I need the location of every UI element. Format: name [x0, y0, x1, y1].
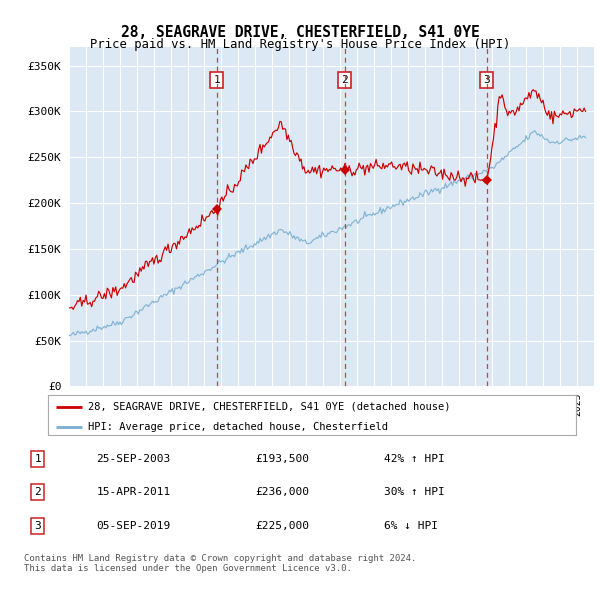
Text: 1: 1: [214, 75, 220, 85]
Text: 42% ↑ HPI: 42% ↑ HPI: [384, 454, 445, 464]
Text: 6% ↓ HPI: 6% ↓ HPI: [384, 520, 438, 530]
Text: Contains HM Land Registry data © Crown copyright and database right 2024.
This d: Contains HM Land Registry data © Crown c…: [24, 554, 416, 573]
Text: £236,000: £236,000: [256, 487, 310, 497]
Text: HPI: Average price, detached house, Chesterfield: HPI: Average price, detached house, Ches…: [88, 422, 388, 432]
Text: 1: 1: [35, 454, 41, 464]
Text: Price paid vs. HM Land Registry's House Price Index (HPI): Price paid vs. HM Land Registry's House …: [90, 38, 510, 51]
Text: 2: 2: [341, 75, 348, 85]
Text: 2: 2: [35, 487, 41, 497]
Text: 15-APR-2011: 15-APR-2011: [97, 487, 171, 497]
Text: £225,000: £225,000: [256, 520, 310, 530]
Text: 28, SEAGRAVE DRIVE, CHESTERFIELD, S41 0YE (detached house): 28, SEAGRAVE DRIVE, CHESTERFIELD, S41 0Y…: [88, 402, 450, 412]
Text: 25-SEP-2003: 25-SEP-2003: [97, 454, 171, 464]
Text: 28, SEAGRAVE DRIVE, CHESTERFIELD, S41 0YE: 28, SEAGRAVE DRIVE, CHESTERFIELD, S41 0Y…: [121, 25, 479, 40]
Text: 3: 3: [35, 520, 41, 530]
Text: £193,500: £193,500: [256, 454, 310, 464]
Text: 3: 3: [484, 75, 490, 85]
Text: 05-SEP-2019: 05-SEP-2019: [97, 520, 171, 530]
Text: 30% ↑ HPI: 30% ↑ HPI: [384, 487, 445, 497]
